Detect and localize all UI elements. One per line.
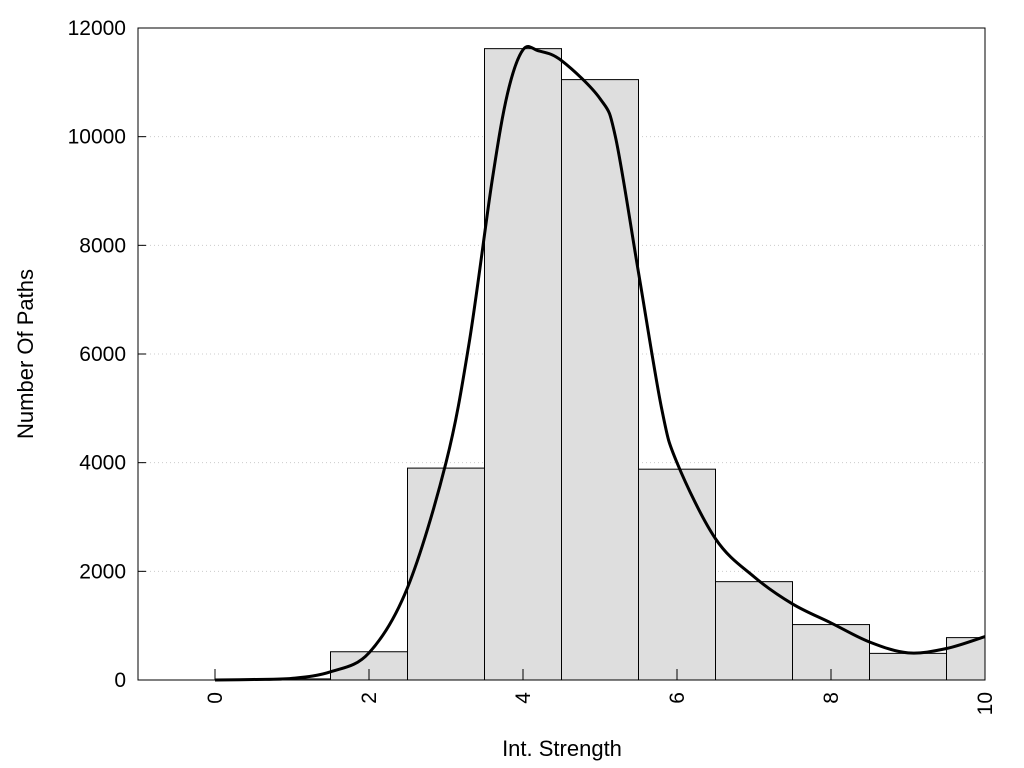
bar-5: [561, 79, 639, 681]
x-tick-label-5: 10: [974, 692, 997, 715]
bars: [253, 48, 986, 681]
bar-4: [484, 48, 562, 681]
y-axis-label: Number Of Paths: [13, 269, 38, 439]
y-tick-label-0: 0: [114, 669, 126, 692]
y-axis-ticks: 0 2000 4000 6000 8000 10000 12000: [68, 17, 146, 692]
density-curve: [214, 45, 986, 682]
y-tick-label-1: 2000: [79, 560, 126, 583]
bar-9: [869, 652, 947, 681]
x-tick-label-3: 6: [666, 692, 689, 704]
x-axis-label: Int. Strength: [502, 736, 622, 761]
x-axis-ticks: 0 2 4 6 8 10: [204, 669, 997, 715]
y-tick-label-4: 8000: [79, 234, 126, 257]
density-curve-group: [214, 45, 986, 682]
bar-3: [407, 467, 485, 681]
x-tick-label-0: 0: [204, 692, 227, 704]
y-tick-label-3: 6000: [79, 343, 126, 366]
x-tick-label-4: 8: [820, 692, 843, 704]
y-tick-label-6: 12000: [68, 17, 126, 40]
bar-6: [638, 468, 716, 681]
y-tick-label-2: 4000: [79, 452, 126, 475]
x-tick-label-2: 4: [512, 692, 535, 704]
y-tick-label-5: 10000: [68, 126, 126, 149]
x-tick-label-1: 2: [358, 692, 381, 704]
